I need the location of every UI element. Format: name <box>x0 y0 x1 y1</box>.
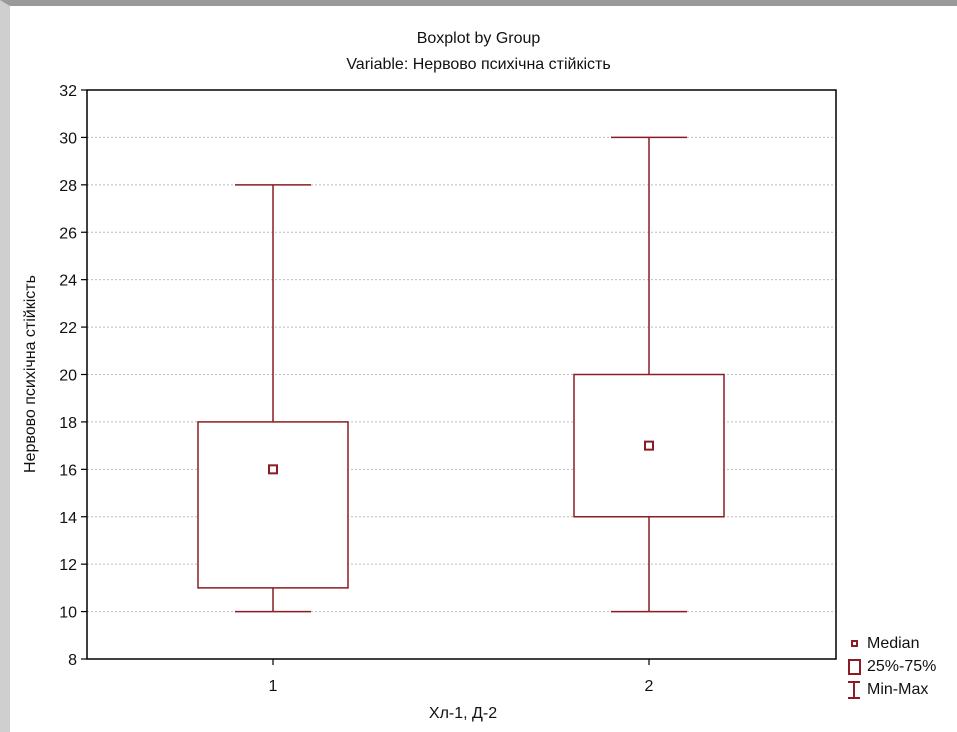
median-marker <box>268 464 278 475</box>
y-tick-label: 30 <box>59 130 77 147</box>
y-tick-label: 20 <box>59 368 77 385</box>
y-tick-label: 8 <box>68 652 77 669</box>
y-axis-label: Нервово психічна стійкість <box>22 275 39 473</box>
iqr-box <box>197 421 349 589</box>
median-marker <box>644 440 654 451</box>
chart-title: Boxplot by Group <box>416 30 541 47</box>
whisker-marker-icon <box>843 680 865 699</box>
y-tick-label: 10 <box>59 605 77 622</box>
y-tick-label: 22 <box>59 320 77 337</box>
y-tick-label: 12 <box>59 557 77 574</box>
median-marker-icon <box>843 640 865 647</box>
x-tick-label: 1 <box>269 678 278 695</box>
y-tick-label: 26 <box>59 225 77 242</box>
y-tick-label: 28 <box>59 178 77 195</box>
legend-label-minmax: Min-Max <box>867 680 929 698</box>
y-tick-label: 18 <box>59 415 77 432</box>
x-axis-label: Хл-1, Д-2 <box>428 705 498 722</box>
chart-subtitle: Variable: Нервово психічна стійкість <box>346 56 611 73</box>
legend-item-minmax: Min-Max <box>843 678 936 701</box>
legend-label-quartiles: 25%-75% <box>867 657 937 675</box>
legend: Median 25%-75% Min-Max <box>843 632 936 701</box>
legend-item-quartiles: 25%-75% <box>843 655 936 678</box>
legend-item-median: Median <box>843 632 936 655</box>
box-marker-icon <box>843 658 865 675</box>
y-tick-label: 32 <box>59 83 77 100</box>
x-tick-label: 2 <box>645 678 654 695</box>
legend-label-median: Median <box>867 634 920 652</box>
y-tick-label: 16 <box>59 462 77 479</box>
y-tick-label: 24 <box>59 273 77 290</box>
y-tick-label: 14 <box>59 510 77 527</box>
